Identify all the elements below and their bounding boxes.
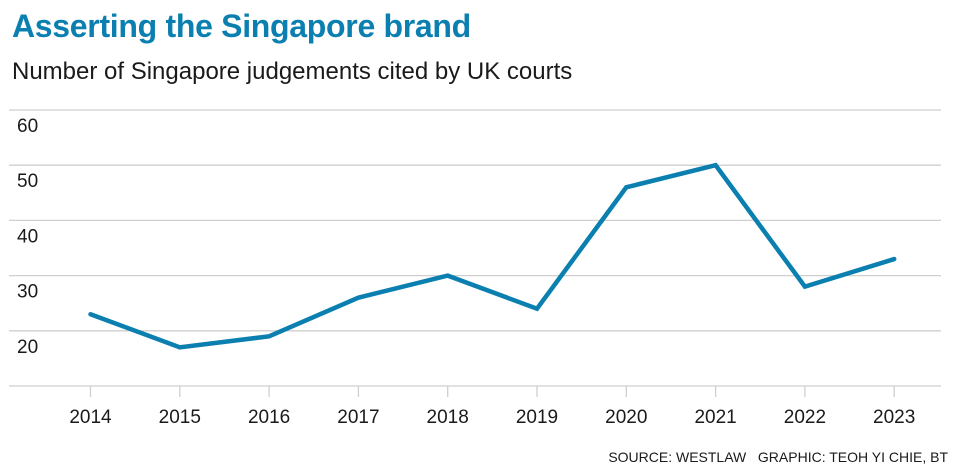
x-tick-label: 2020	[605, 407, 647, 428]
y-tick-label: 20	[17, 337, 38, 358]
x-tick-label: 2021	[694, 407, 736, 428]
y-tick-label: 40	[17, 226, 38, 247]
x-tick-label: 2022	[784, 407, 826, 428]
chart-subtitle: Number of Singapore judgements cited by …	[12, 58, 573, 85]
x-tick-label: 2014	[69, 407, 112, 428]
y-tick-label: 30	[17, 282, 38, 303]
x-tick-label: 2018	[427, 407, 469, 428]
x-tick-label: 2023	[873, 407, 915, 428]
x-tick-label: 2015	[159, 407, 201, 428]
series-line	[88, 162, 897, 350]
y-tick-label: 60	[17, 116, 38, 137]
source-credit: SOURCE: WESTLAW GRAPHIC: TEOH YI CHIE, B…	[608, 449, 948, 465]
y-tick-label: 50	[17, 171, 38, 192]
x-tick-label: 2019	[516, 407, 558, 428]
chart-title: Asserting the Singapore brand	[12, 8, 471, 44]
x-tick-label: 2017	[337, 407, 379, 428]
x-tick-label: 2016	[248, 407, 290, 428]
